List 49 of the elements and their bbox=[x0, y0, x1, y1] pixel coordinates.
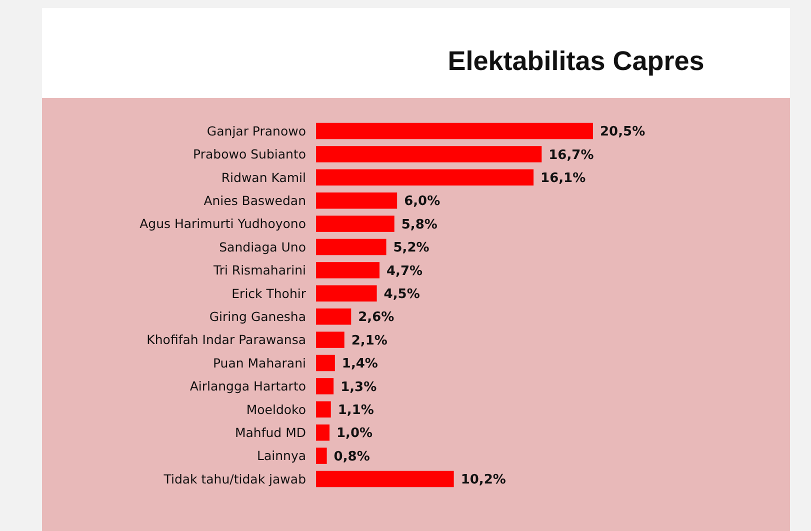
y-tick-label: Puan Maharani bbox=[212, 355, 306, 370]
data-label: 5,8% bbox=[401, 217, 438, 232]
data-label: 4,7% bbox=[386, 264, 423, 279]
bar bbox=[316, 238, 386, 256]
bar bbox=[316, 308, 352, 325]
data-label: 1,3% bbox=[340, 380, 377, 395]
y-tick-label: Tri Rismaharini bbox=[212, 262, 306, 278]
bar bbox=[316, 192, 398, 209]
data-label: 1,0% bbox=[336, 426, 373, 442]
data-label: 6,0% bbox=[404, 194, 440, 210]
data-label: 10,2% bbox=[460, 472, 506, 488]
y-tick-label: Lainnya bbox=[257, 448, 306, 464]
data-label: 1,4% bbox=[342, 356, 378, 372]
y-tick-label: Khofifah Indar Parawansa bbox=[146, 332, 306, 348]
bar bbox=[316, 169, 534, 186]
bar bbox=[316, 354, 335, 372]
bar bbox=[316, 216, 394, 232]
y-tick-label: Prabowo Subianto bbox=[193, 146, 306, 162]
bar bbox=[316, 332, 344, 348]
y-tick-label: Airlangga Hartarto bbox=[190, 378, 306, 394]
data-label: 1,1% bbox=[338, 402, 374, 418]
y-tick-label: Moeldoko bbox=[246, 402, 306, 417]
data-label: 2,1% bbox=[351, 333, 388, 348]
data-label: 16,1% bbox=[540, 170, 586, 186]
y-tick-label: Agus Harimurti Yudhoyono bbox=[140, 216, 306, 232]
bar bbox=[316, 470, 454, 488]
data-label: 4,5% bbox=[384, 286, 420, 302]
y-tick-label: Erick Thohir bbox=[232, 286, 307, 301]
bar bbox=[316, 285, 377, 302]
data-label: 5,2% bbox=[393, 240, 430, 256]
y-tick-label: Ridwan Kamil bbox=[221, 170, 306, 185]
bar bbox=[316, 146, 542, 162]
y-tick-label: Tidak tahu/tidak jawab bbox=[162, 471, 306, 486]
bar bbox=[316, 448, 327, 464]
y-tick-label: Ganjar Pranowo bbox=[206, 123, 306, 138]
chart-title: Elektabilitas Capres bbox=[448, 46, 704, 76]
data-label: 16,7% bbox=[548, 148, 594, 163]
y-tick-label: Mahfud MD bbox=[234, 424, 306, 440]
y-tick-label: Giring Ganesha bbox=[209, 308, 306, 324]
y-tick-label: Anies Baswedan bbox=[204, 192, 306, 208]
bar bbox=[316, 401, 331, 418]
bar bbox=[316, 424, 330, 441]
data-label: 20,5% bbox=[600, 124, 646, 140]
data-label: 2,6% bbox=[358, 310, 394, 326]
y-tick-label: Sandiaga Uno bbox=[219, 239, 306, 254]
bar bbox=[316, 262, 380, 278]
data-label: 0,8% bbox=[334, 449, 370, 464]
bar bbox=[316, 378, 334, 394]
bar bbox=[316, 122, 593, 140]
